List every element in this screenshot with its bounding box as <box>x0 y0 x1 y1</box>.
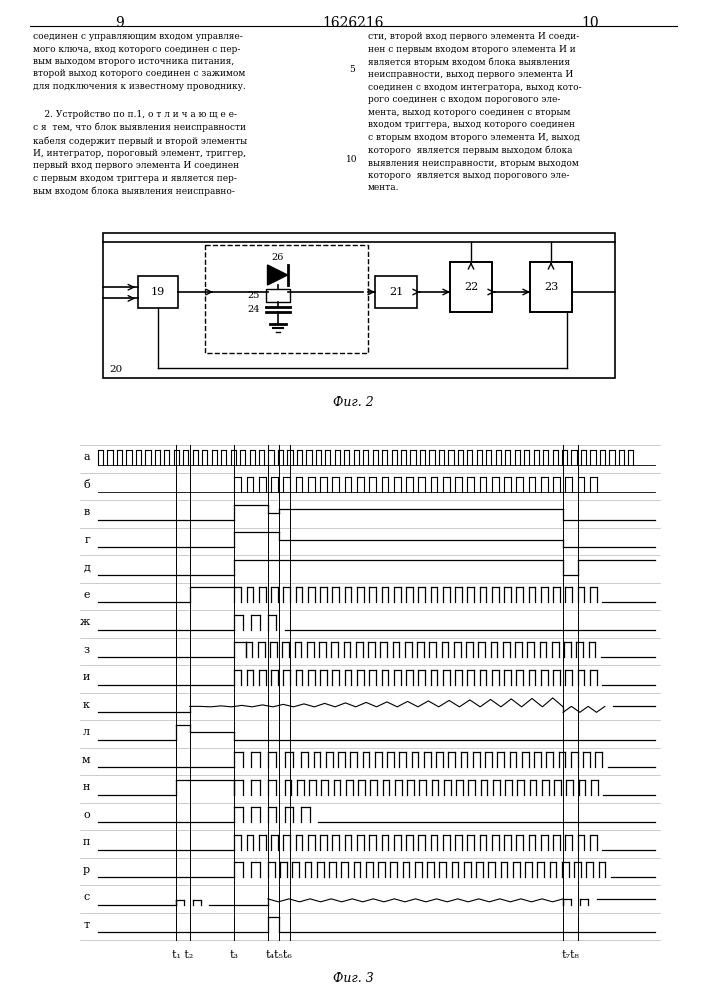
Polygon shape <box>267 265 288 285</box>
Text: б: б <box>83 480 90 490</box>
Text: соединен с управляющим входом управляе-
мого ключа, вход которого соединен с пер: соединен с управляющим входом управляе- … <box>33 32 246 91</box>
Bar <box>266 289 289 302</box>
Text: и: и <box>83 672 90 682</box>
Text: г: г <box>84 535 90 545</box>
Text: 24: 24 <box>247 304 259 314</box>
Text: в: в <box>83 507 90 517</box>
Text: д: д <box>83 562 90 572</box>
Text: 10: 10 <box>581 16 599 30</box>
Text: t₇t₈: t₇t₈ <box>561 950 580 960</box>
Text: 19: 19 <box>151 287 165 297</box>
Text: 5: 5 <box>349 65 355 74</box>
Text: з: з <box>84 645 90 655</box>
Text: о: о <box>83 810 90 820</box>
Text: р: р <box>83 865 90 875</box>
Text: с: с <box>83 892 90 902</box>
Text: 25: 25 <box>247 290 259 300</box>
Text: м: м <box>81 755 90 765</box>
Bar <box>205 245 368 353</box>
Text: л: л <box>83 727 90 737</box>
Text: ж: ж <box>80 617 90 627</box>
Text: 23: 23 <box>544 282 558 292</box>
Text: t₁ t₂: t₁ t₂ <box>173 950 194 960</box>
Text: к: к <box>83 700 90 710</box>
Text: е: е <box>83 590 90 600</box>
Text: а: а <box>83 452 90 462</box>
Text: 26: 26 <box>271 253 284 262</box>
Bar <box>103 233 615 378</box>
Text: 21: 21 <box>389 287 403 297</box>
Text: Фиг. 2: Фиг. 2 <box>332 396 373 409</box>
Text: Фиг. 3: Фиг. 3 <box>332 972 373 985</box>
Text: н: н <box>83 782 90 792</box>
Bar <box>450 262 492 312</box>
Text: 1626216: 1626216 <box>322 16 384 30</box>
Text: 22: 22 <box>464 282 478 292</box>
Text: 20: 20 <box>109 365 122 374</box>
Text: t₃: t₃ <box>230 950 239 960</box>
Text: сти, второй вход первого элемента И соеди-
нен с первым входом второго элемента : сти, второй вход первого элемента И соед… <box>368 32 582 192</box>
Text: 10: 10 <box>346 155 358 164</box>
Bar <box>375 276 417 308</box>
Bar <box>138 276 178 308</box>
Text: 2. Устройство по п.1, о т л и ч а ю щ е е-
с я  тем, что блок выявления неисправ: 2. Устройство по п.1, о т л и ч а ю щ е … <box>33 110 247 196</box>
Text: т: т <box>84 920 90 930</box>
Text: t₄t₅t₆: t₄t₅t₆ <box>266 950 293 960</box>
Text: п: п <box>83 837 90 847</box>
Text: 9: 9 <box>116 16 124 30</box>
Bar <box>530 262 572 312</box>
